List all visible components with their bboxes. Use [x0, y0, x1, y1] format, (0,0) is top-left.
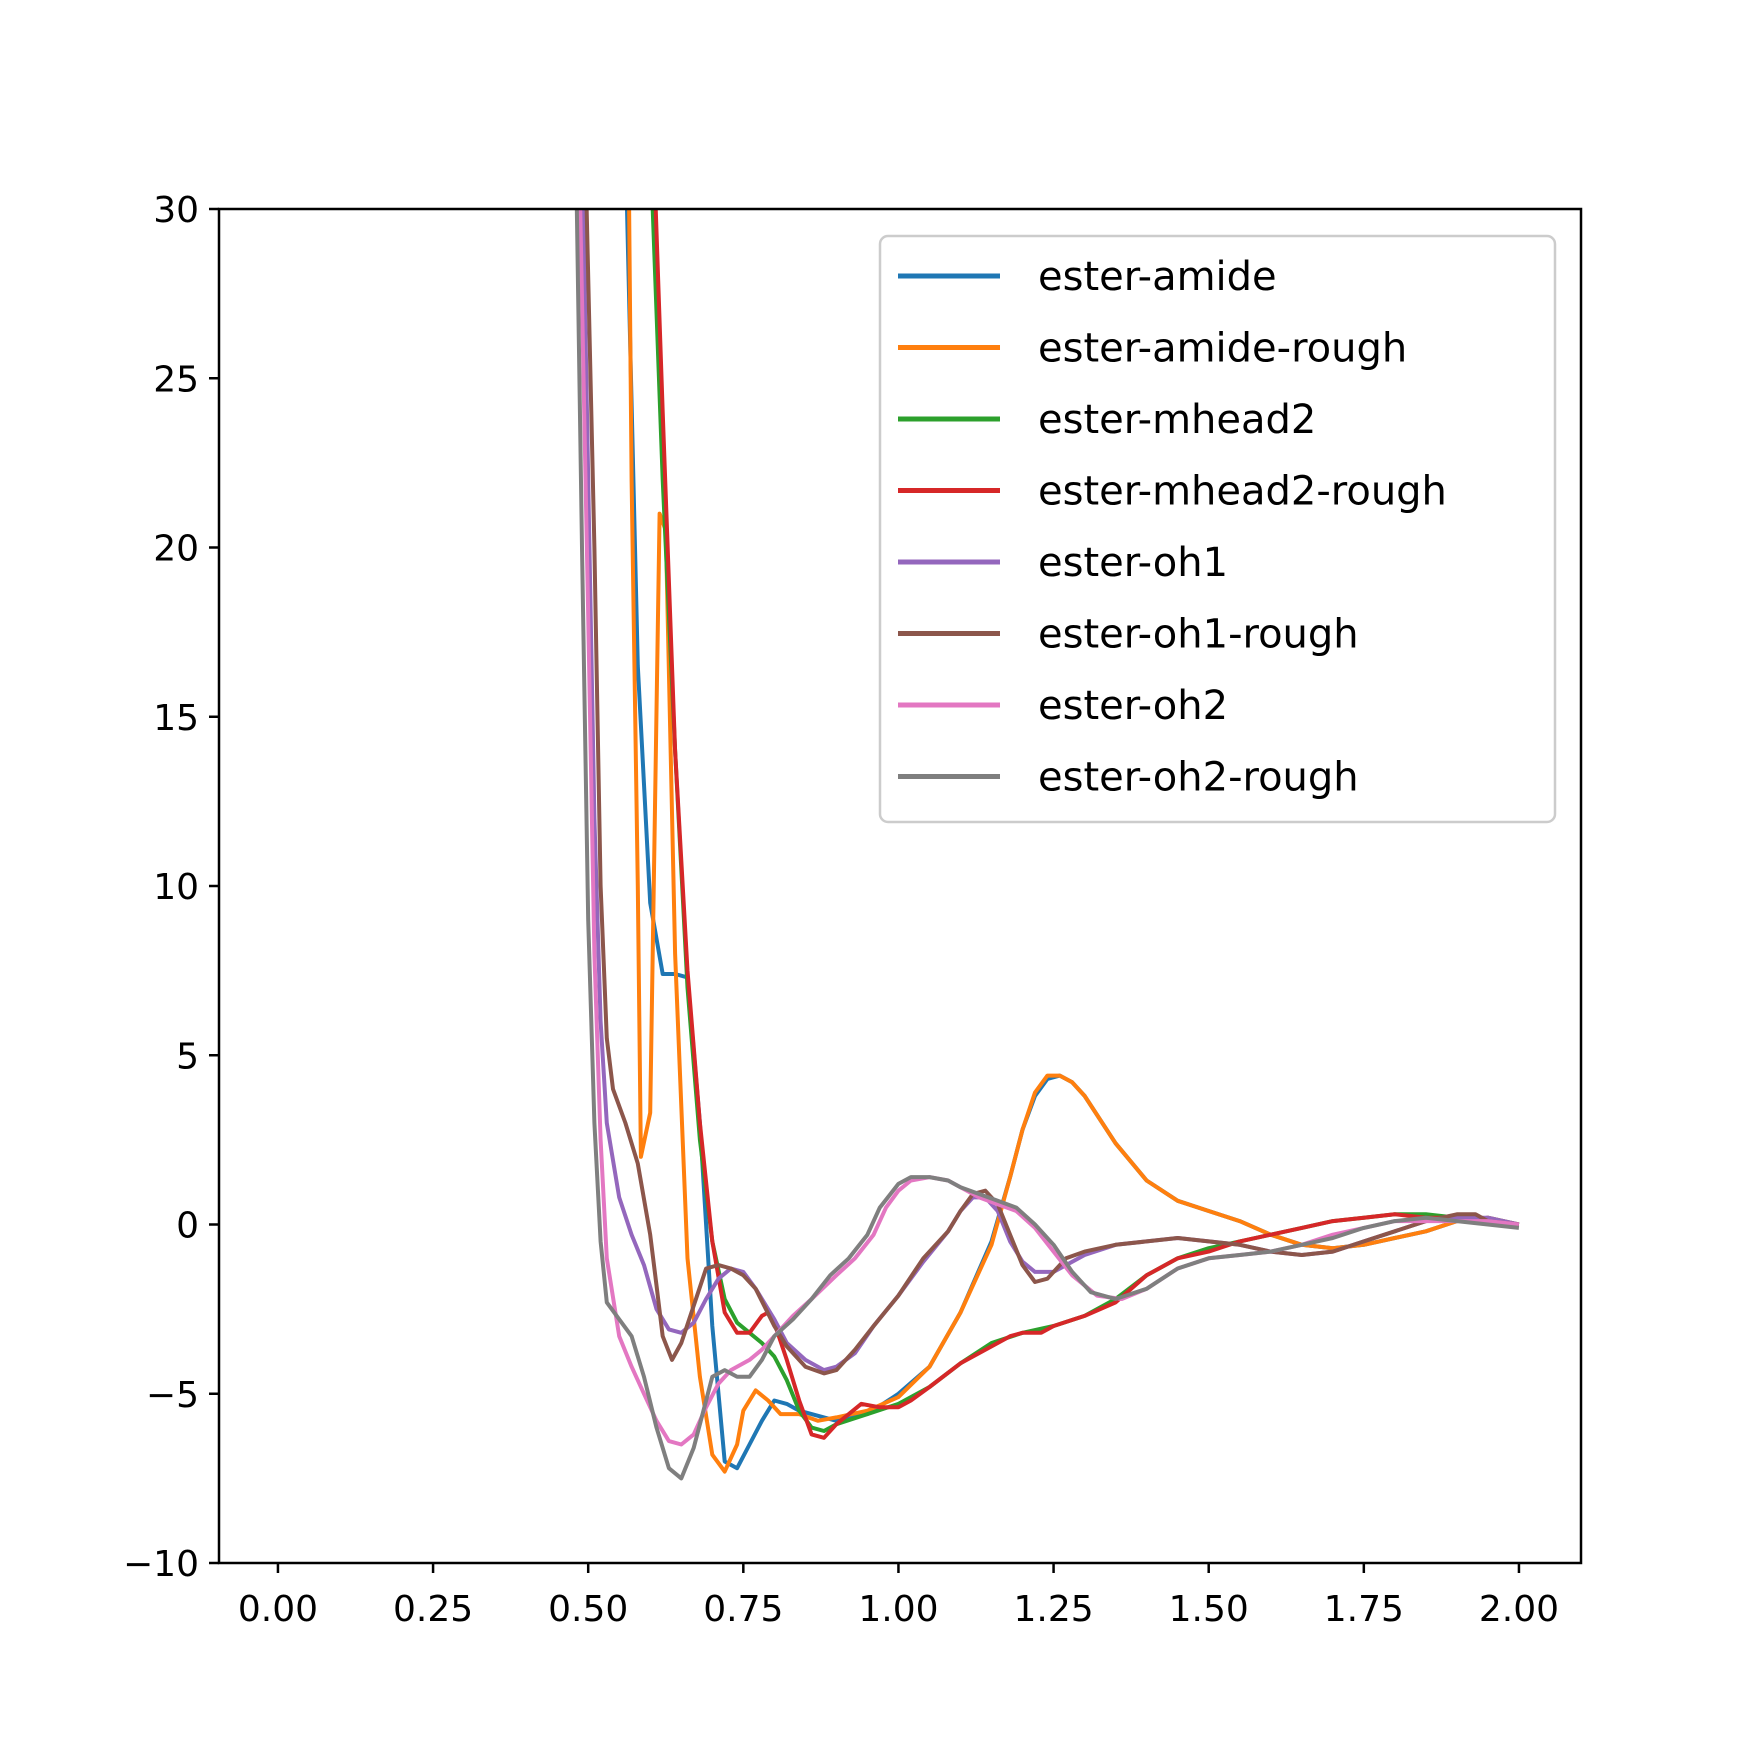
- legend-label: ester-oh2: [1038, 683, 1228, 729]
- series-line-ester-amide-rough: [627, 209, 1520, 1474]
- x-tick-label: 1.25: [1013, 1589, 1093, 1630]
- x-tick-label: 0.75: [703, 1589, 783, 1630]
- y-tick-label: −10: [123, 1544, 199, 1585]
- legend-label: ester-amide-rough: [1038, 326, 1407, 372]
- legend: ester-amide ester-amide-rough ester-mhead2…: [878, 234, 1557, 824]
- legend-label: ester-mhead2: [1038, 397, 1316, 443]
- x-tick-label: 0.25: [393, 1589, 473, 1630]
- x-tick-label: 1.50: [1169, 1589, 1249, 1630]
- x-axis: 0.00 0.25 0.50 0.75 1.00 1.25 1.50 1.75 2.00: [238, 1563, 1559, 1630]
- legend-label: ester-mhead2-rough: [1038, 469, 1447, 515]
- series-layer: [574, 209, 1520, 1481]
- y-tick-label: 15: [153, 698, 199, 739]
- legend-item: ester-oh2-rough: [898, 755, 1359, 801]
- y-tick-label: 5: [176, 1036, 199, 1077]
- y-tick-label: −5: [146, 1375, 199, 1416]
- y-axis: −10 −5 0 5 10 15 20 25 30: [123, 190, 219, 1585]
- series-line-ester-oh2-rough: [574, 209, 1520, 1481]
- legend-label: ester-oh2-rough: [1038, 755, 1359, 801]
- legend-label: ester-oh1: [1038, 540, 1228, 586]
- legend-box: [878, 234, 1557, 824]
- x-tick-label: 2.00: [1479, 1589, 1559, 1630]
- x-tick-label: 0.50: [548, 1589, 628, 1630]
- legend-item: ester-mhead2-rough: [898, 469, 1447, 515]
- y-tick-label: 0: [176, 1206, 199, 1247]
- legend-item: ester-mhead2: [898, 397, 1316, 443]
- series-line-ester-mhead2-rough: [653, 209, 1520, 1440]
- legend-label: ester-amide: [1038, 254, 1277, 300]
- legend-item: ester-amide-rough: [898, 326, 1407, 372]
- series-line-ester-oh1-rough: [584, 209, 1520, 1376]
- legend-item: ester-oh1-rough: [898, 612, 1359, 658]
- y-tick-label: 30: [153, 190, 199, 231]
- legend-label: ester-oh1-rough: [1038, 612, 1359, 658]
- y-tick-label: 10: [153, 867, 199, 908]
- y-tick-label: 20: [153, 529, 199, 570]
- legend-item: ester-amide: [898, 254, 1277, 300]
- x-tick-label: 0.00: [238, 1589, 318, 1630]
- x-tick-label: 1.75: [1324, 1589, 1404, 1630]
- x-tick-label: 1.00: [858, 1589, 938, 1630]
- legend-item: ester-oh2: [898, 683, 1228, 729]
- y-tick-label: 25: [153, 359, 199, 400]
- legend-item: ester-oh1: [898, 540, 1228, 586]
